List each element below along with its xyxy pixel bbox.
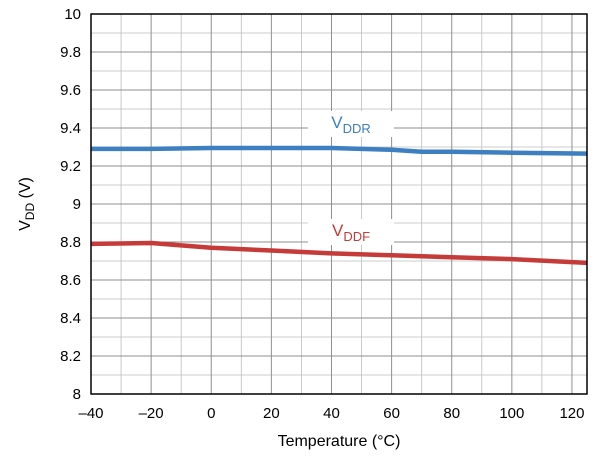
x-tick-label: 120: [559, 405, 584, 422]
series-label-ddr: VDDR: [331, 113, 371, 136]
series-lines: [90, 145, 588, 266]
x-tick-label: 40: [323, 405, 340, 422]
x-tick-label: –40: [78, 405, 103, 422]
y-tick-label: 9.6: [60, 82, 81, 99]
series-line-ddr: [91, 145, 588, 156]
x-axis-title: Temperature (°C): [278, 433, 401, 450]
y-tick-label: 10: [64, 6, 81, 23]
y-axis-title: VDD (V): [17, 177, 37, 231]
y-tick-label: 8.2: [60, 348, 81, 365]
series-labels: VDDR VDDF: [308, 111, 394, 245]
series-line-ddf: [90, 240, 588, 266]
y-tick-label: 8.6: [60, 272, 81, 289]
x-tick-label: 100: [499, 405, 524, 422]
x-tick-label: 20: [263, 405, 280, 422]
y-tick-label: 8: [73, 386, 81, 403]
series-label-background: [308, 111, 394, 137]
x-tick-label: –20: [139, 405, 164, 422]
x-tick-labels: –40 –20 0 20 40 60 80 100 120: [78, 405, 584, 422]
plot-frame: [90, 13, 588, 395]
y-tick-label: 9.8: [60, 44, 81, 61]
x-tick-label: 0: [207, 405, 215, 422]
y-tick-label: 9.2: [60, 158, 81, 175]
y-tick-label: 9: [73, 196, 81, 213]
series-label-background: [308, 219, 394, 245]
x-tick-label: 80: [443, 405, 460, 422]
y-tick-label: 8.8: [60, 234, 81, 251]
y-tick-labels: 8 8.2 8.4 8.6 8.8 9 9.2 9.4 9.6 9.8 10: [60, 6, 81, 403]
x-tick-label: 60: [383, 405, 400, 422]
y-tick-label: 9.4: [60, 120, 81, 137]
series-label-ddf: VDDF: [332, 221, 370, 244]
y-tick-label: 8.4: [60, 310, 81, 327]
major-gridlines: [91, 14, 587, 394]
